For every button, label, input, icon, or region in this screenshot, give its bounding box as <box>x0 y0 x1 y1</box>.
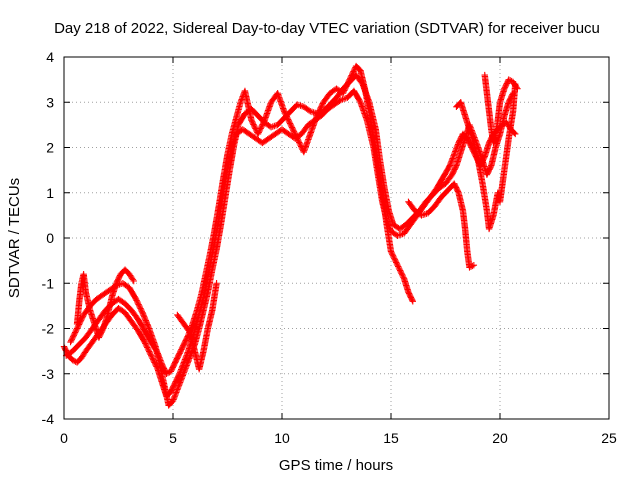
chart-title: Day 218 of 2022, Sidereal Day-to-day VTE… <box>54 20 600 37</box>
data-track <box>73 266 137 341</box>
data-point-markers <box>73 266 137 341</box>
data-track <box>60 87 519 400</box>
data-point-markers <box>405 180 478 271</box>
data-track <box>174 280 220 373</box>
x-tick-label: 20 <box>492 430 508 446</box>
x-axis-title: GPS time / hours <box>279 457 393 474</box>
y-tick-label: 1 <box>46 185 54 201</box>
x-tick-label: 25 <box>601 430 617 446</box>
data-track <box>481 71 521 147</box>
x-tick-label: 15 <box>383 430 399 446</box>
y-tick-label: -3 <box>42 366 55 382</box>
y-tick-label: -1 <box>42 275 55 291</box>
y-tick-label: -4 <box>42 411 55 427</box>
y-tick-label: 3 <box>46 94 54 110</box>
ticks-layer: 0 5 10 15 20 25 -4 -3 -2 -1 0 1 2 3 4 <box>42 49 617 446</box>
data-track <box>453 80 519 233</box>
x-tick-label: 5 <box>169 430 177 446</box>
y-tick-label: 2 <box>46 140 54 156</box>
data-point-markers <box>60 87 519 400</box>
data-layer <box>60 62 521 409</box>
data-point-markers <box>453 80 519 233</box>
data-point-markers <box>481 71 521 147</box>
y-axis-title: SDTVAR / TECUs <box>6 178 23 298</box>
data-point-markers <box>174 280 220 373</box>
data-point-markers <box>62 62 416 377</box>
x-tick-label: 10 <box>274 430 290 446</box>
y-tick-label: -2 <box>42 321 55 337</box>
data-track <box>405 180 478 271</box>
y-tick-label: 0 <box>46 230 54 246</box>
data-track <box>62 62 416 377</box>
y-tick-label: 4 <box>46 49 54 65</box>
x-tick-label: 0 <box>60 430 68 446</box>
grid-layer <box>64 57 609 419</box>
